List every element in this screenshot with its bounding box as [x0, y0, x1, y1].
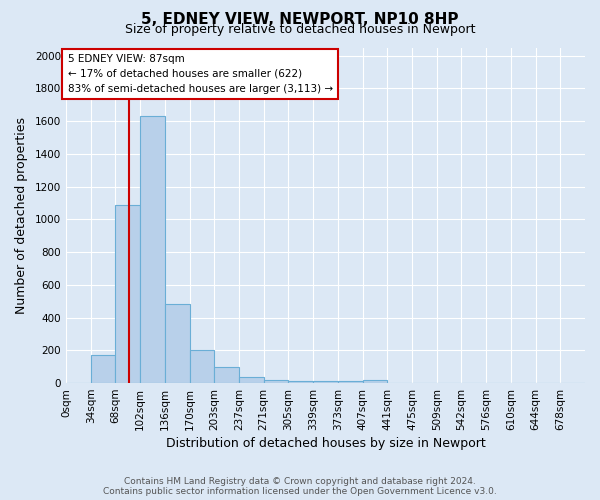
Bar	[264, 380, 289, 383]
Text: Contains HM Land Registry data © Crown copyright and database right 2024.
Contai: Contains HM Land Registry data © Crown c…	[103, 476, 497, 496]
Bar	[239, 376, 264, 383]
Bar	[140, 116, 165, 383]
Bar	[362, 380, 388, 383]
Bar	[214, 366, 239, 383]
X-axis label: Distribution of detached houses by size in Newport: Distribution of detached houses by size …	[166, 437, 485, 450]
Y-axis label: Number of detached properties: Number of detached properties	[15, 117, 28, 314]
Text: 5, EDNEY VIEW, NEWPORT, NP10 8HP: 5, EDNEY VIEW, NEWPORT, NP10 8HP	[141, 12, 459, 26]
Bar	[91, 355, 115, 383]
Bar	[190, 350, 214, 383]
Text: 5 EDNEY VIEW: 87sqm
← 17% of detached houses are smaller (622)
83% of semi-detac: 5 EDNEY VIEW: 87sqm ← 17% of detached ho…	[68, 54, 332, 94]
Bar	[313, 382, 338, 383]
Bar	[165, 304, 190, 383]
Bar	[115, 204, 140, 383]
Bar	[289, 382, 313, 383]
Text: Size of property relative to detached houses in Newport: Size of property relative to detached ho…	[125, 22, 475, 36]
Bar	[338, 382, 362, 383]
